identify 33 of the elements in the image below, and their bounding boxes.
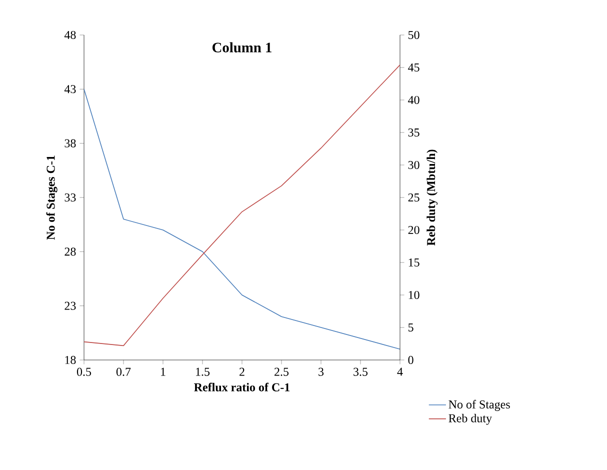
x-tick-label: 0.7: [116, 368, 131, 376]
y-tick-label: 23: [64, 302, 76, 310]
x-tick-label: 1: [161, 368, 166, 376]
legend-label: Reb duty: [448, 414, 492, 425]
y-tick-label: 43: [64, 85, 76, 94]
chart-title: Column 1: [212, 42, 272, 52]
x-axis-title: Reflux ratio of C-1: [194, 382, 290, 392]
y-tick-label: 33: [64, 193, 76, 202]
y-tick-label: 38: [64, 139, 76, 148]
y-tick-label: 28: [64, 248, 76, 256]
y-axis-title: No of Stages C-1: [46, 156, 58, 240]
x-tick-label: 2: [240, 368, 244, 376]
x-tick-label: 2.5: [274, 368, 289, 376]
y2-tick-label: 0: [408, 356, 414, 364]
y2-tick-label: 45: [408, 63, 420, 72]
y2-tick-label: 50: [408, 30, 420, 40]
y2-tick-label: 15: [408, 258, 420, 266]
legend-label: No of Stages: [448, 400, 510, 411]
y-tick-label: 48: [64, 30, 76, 40]
y2-tick-label: 20: [408, 226, 420, 234]
x-tick-label: 1.5: [196, 368, 210, 376]
y2-axis-title: Reb duty (Mbtu/h): [426, 150, 438, 246]
y2-tick-label: 35: [408, 128, 420, 137]
y2-tick-label: 30: [408, 160, 420, 170]
y2-tick-label: 25: [408, 193, 420, 202]
x-tick-label: 3.5: [354, 368, 368, 376]
x-tick-label: 3: [318, 368, 324, 376]
y2-tick-label: 5: [408, 324, 414, 332]
y-tick-label: 18: [65, 356, 76, 364]
x-tick-label: 4: [397, 368, 403, 376]
x-tick-label: 0.5: [76, 368, 92, 376]
y2-tick-label: 40: [408, 96, 420, 104]
y2-tick-label: 10: [408, 290, 420, 300]
